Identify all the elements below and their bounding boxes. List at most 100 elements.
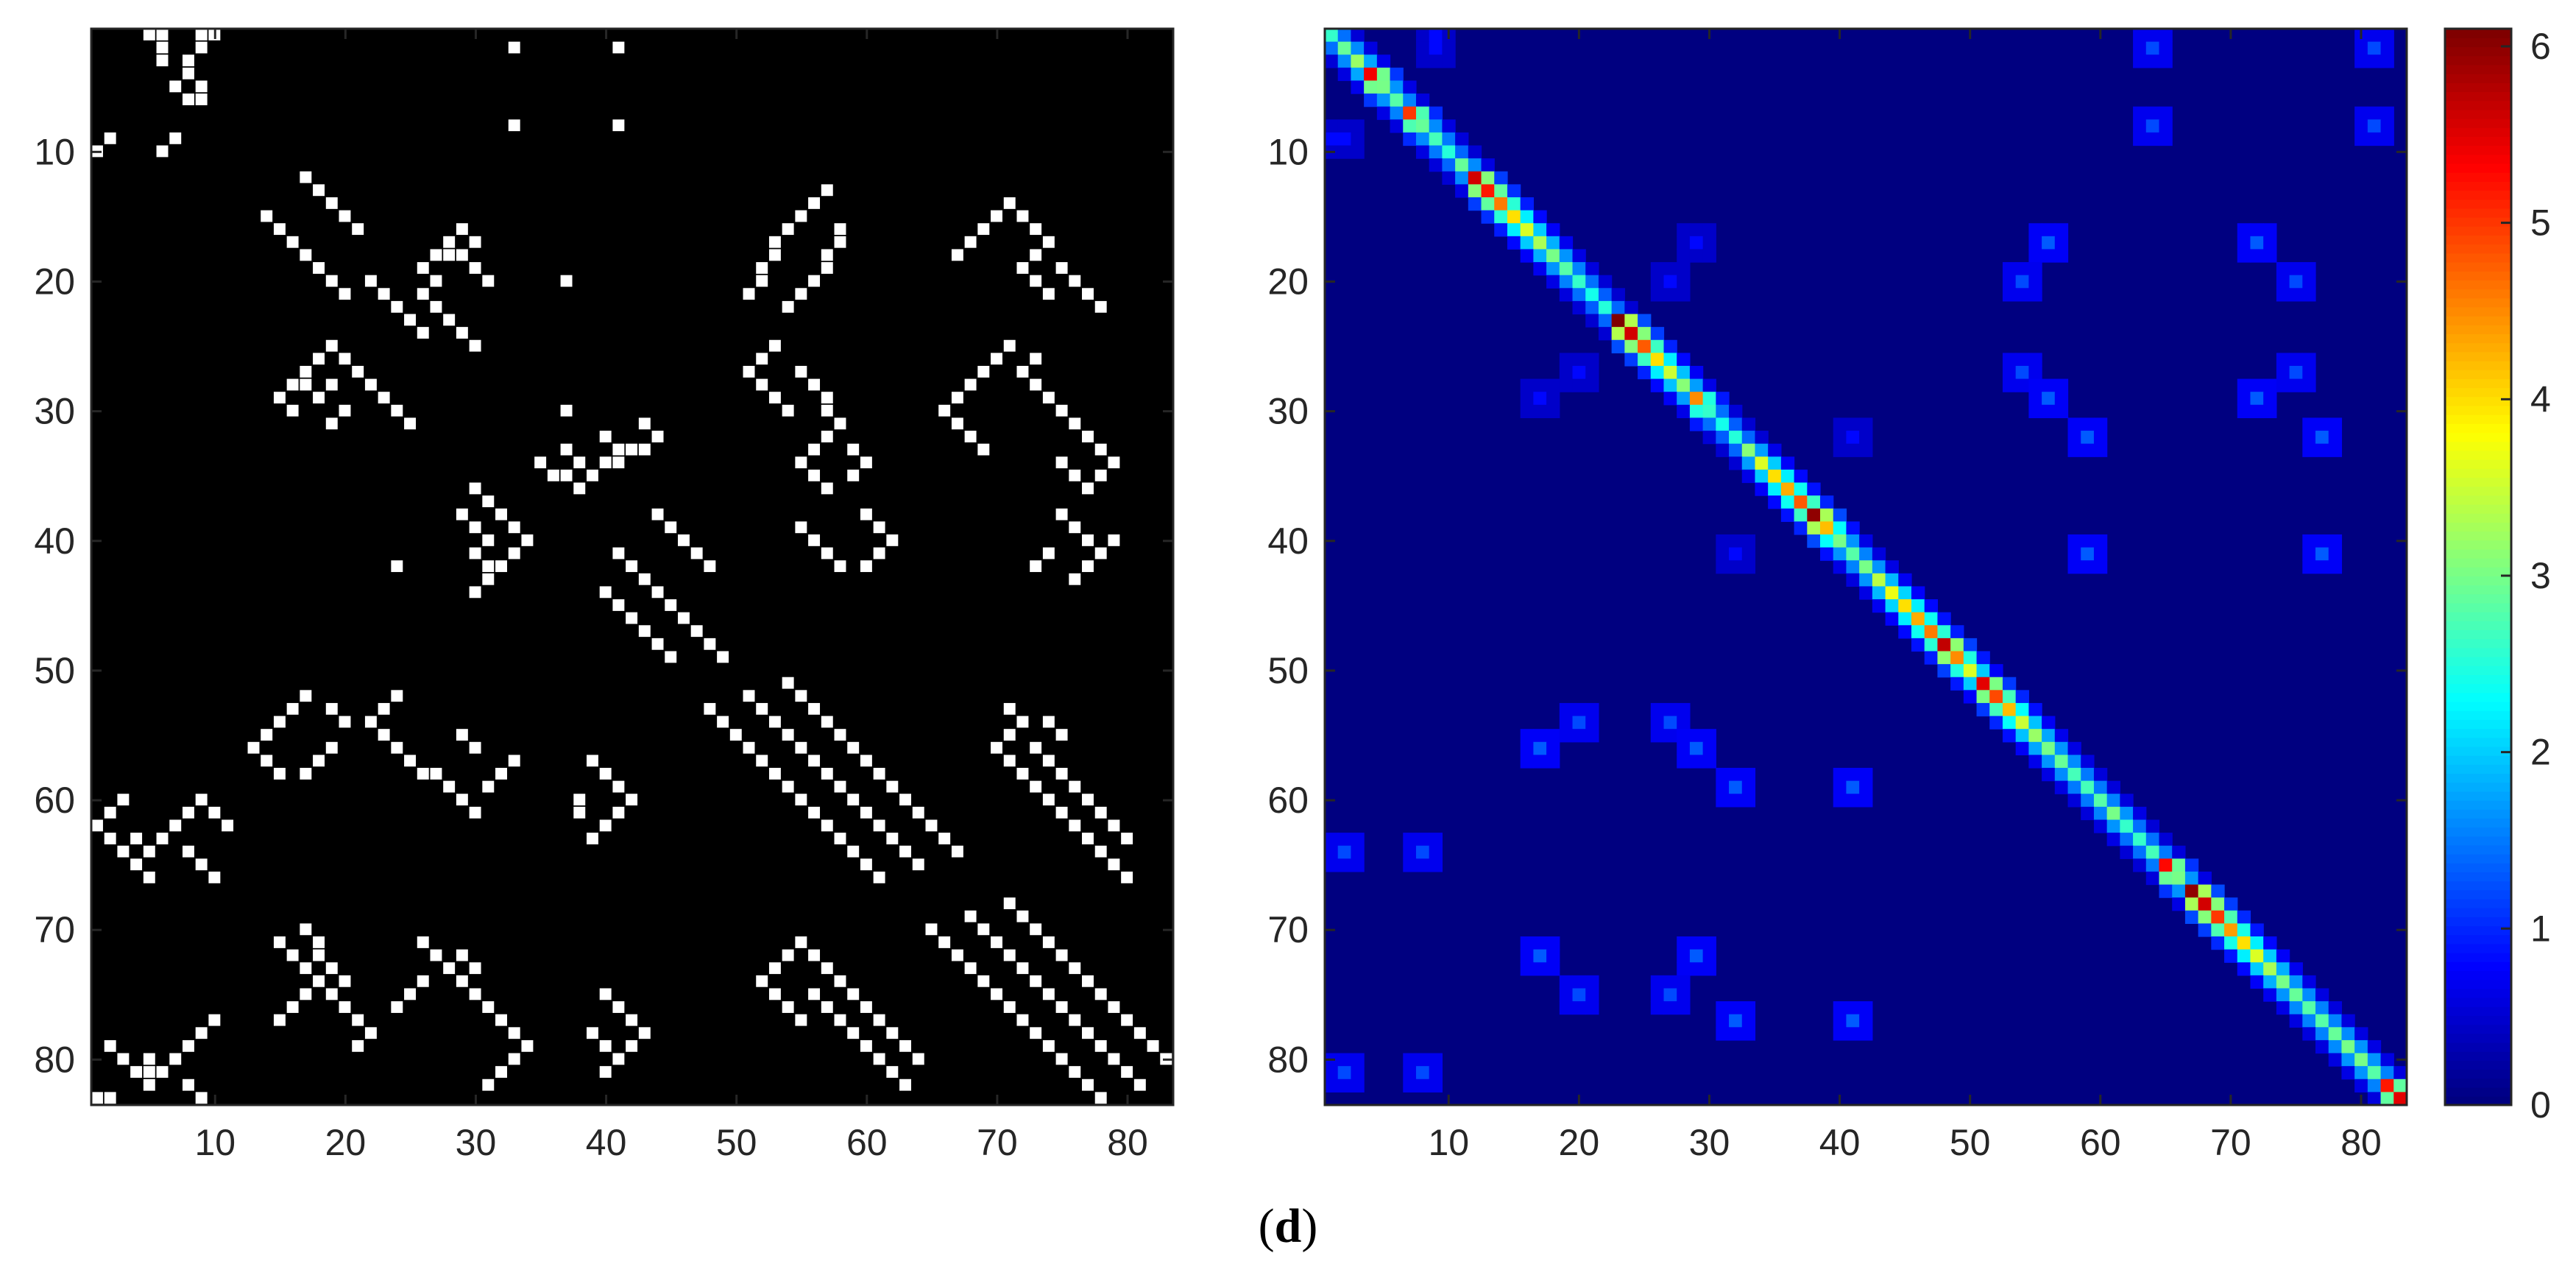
matrix-cell [534, 456, 547, 469]
heatmap-cell [1429, 833, 1443, 847]
matrix-cell [391, 690, 403, 702]
heatmap-cell [1494, 197, 1508, 211]
matrix-cell [912, 858, 924, 871]
matrix-cell [222, 819, 234, 832]
colorbar-segment [2445, 244, 2511, 254]
heatmap-cell [1924, 612, 1939, 626]
heatmap-cell [2328, 1053, 2343, 1067]
matrix-cell [469, 586, 481, 599]
heatmap-cell [1729, 404, 1743, 419]
matrix-cell [795, 936, 807, 948]
colorbar-segment [2445, 746, 2511, 756]
matrix-cell [1030, 923, 1042, 936]
heatmap-cell [1611, 300, 1625, 315]
matrix-cell [482, 573, 495, 585]
heatmap-cell [1702, 431, 1716, 445]
matrix-cell [1016, 210, 1029, 222]
heatmap-cell [1650, 729, 1665, 743]
matrix-cell [873, 871, 885, 883]
matrix-cell [430, 300, 442, 313]
matrix-cell [743, 365, 755, 378]
heatmap-cell [1716, 431, 1730, 445]
heatmap-cell [1859, 794, 1873, 808]
heatmap-cell [1833, 1014, 1847, 1028]
heatmap-cell [2276, 962, 2290, 976]
heatmap-cell [1429, 858, 1443, 872]
heatmap-cell [1859, 431, 1873, 445]
colorbar-segment [2445, 629, 2511, 640]
matrix-cell [612, 119, 625, 132]
heatmap-cell [2067, 417, 2081, 431]
heatmap-cell [2263, 962, 2277, 976]
matrix-cell [847, 1027, 860, 1039]
heatmap-cell [1729, 780, 1743, 794]
matrix-cell [404, 755, 416, 767]
heatmap-cell [2015, 353, 2029, 367]
heatmap-cell [2120, 806, 2134, 821]
heatmap-cell [2198, 884, 2212, 898]
matrix-cell [378, 729, 390, 741]
matrix-cell [1094, 300, 1107, 313]
heatmap-cell [1546, 392, 1560, 406]
matrix-cell [964, 378, 977, 391]
heatmap-cell [1741, 547, 1756, 561]
heatmap-cell [1677, 1001, 1691, 1015]
left-y-tick-label: 60 [34, 780, 75, 821]
colorbar-segment [2445, 495, 2511, 505]
matrix-cell [991, 936, 1002, 948]
heatmap-cell [1376, 80, 1391, 94]
heatmap-cell [2054, 249, 2069, 263]
heatmap-cell [2211, 884, 2225, 898]
heatmap-cell [1950, 651, 1964, 665]
matrix-cell [456, 794, 468, 806]
heatmap-cell [2276, 1001, 2290, 1015]
matrix-cell [782, 780, 794, 793]
matrix-cell [469, 547, 481, 559]
colorbar-segment [2445, 405, 2511, 415]
heatmap-cell [1716, 560, 1730, 574]
matrix-cell [547, 469, 559, 481]
heatmap-cell [2263, 378, 2277, 392]
heatmap-cell [2145, 132, 2160, 146]
heatmap-cell [2367, 119, 2382, 133]
heatmap-cell [1429, 119, 1443, 133]
matrix-cell [808, 469, 821, 481]
heatmap-cell [2237, 910, 2251, 924]
matrix-cell [795, 521, 807, 534]
colorbar-segment [2445, 970, 2511, 981]
heatmap-cell [1585, 975, 1599, 989]
matrix-cell [1133, 1027, 1146, 1039]
heatmap-cell [2002, 716, 2017, 730]
matrix-cell [560, 404, 573, 417]
matrix-cell [847, 794, 860, 806]
heatmap-cell [2328, 534, 2343, 548]
heatmap-cell [2081, 806, 2095, 821]
matrix-cell [626, 560, 638, 573]
matrix-cell [612, 1053, 625, 1065]
heatmap-cell [1976, 690, 1990, 704]
matrix-cell [873, 819, 885, 832]
matrix-cell [91, 1092, 103, 1104]
matrix-cell [195, 858, 208, 871]
heatmap-cell [2042, 755, 2056, 769]
matrix-cell [325, 197, 338, 209]
matrix-cell [925, 819, 938, 832]
heatmap-cell [1859, 768, 1873, 782]
heatmap-cell [1780, 482, 1795, 496]
heatmap-cell [1677, 378, 1691, 392]
matrix-cell [847, 845, 860, 858]
matrix-cell [300, 923, 312, 936]
heatmap-cell [2159, 884, 2173, 898]
heatmap-cell [2159, 41, 2173, 55]
colorbar-segment [2445, 557, 2511, 568]
heatmap-cell [2237, 949, 2251, 963]
matrix-cell [991, 353, 1002, 365]
matrix-cell [482, 1001, 495, 1013]
matrix-cell [325, 275, 338, 287]
heatmap-cell [1677, 949, 1691, 963]
colorbar-segment [2445, 270, 2511, 280]
heatmap-cell [2315, 560, 2329, 574]
heatmap-cell [1741, 469, 1756, 484]
heatmap-cell [1533, 741, 1547, 756]
heatmap-cell [2302, 378, 2316, 392]
